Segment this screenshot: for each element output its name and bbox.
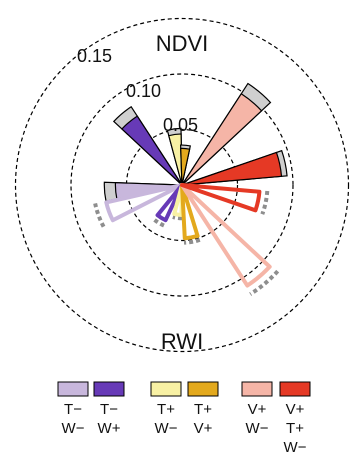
rwi-gray-arc-2 <box>152 217 165 228</box>
rwi-label: RWI <box>161 329 203 354</box>
legend-line2-3: W− <box>155 420 178 437</box>
rwi-gray-arc-4 <box>183 237 201 245</box>
legend-line1-4: T+ <box>194 401 212 418</box>
ndvi-sector-2 <box>121 115 183 186</box>
ring-label-010: 0.10 <box>126 81 161 101</box>
legend-line3-6: W− <box>284 439 307 456</box>
ndvi-sector-4 <box>180 147 191 186</box>
legend-swatch-4 <box>187 381 219 397</box>
legend-line2-6: T+ <box>286 420 304 437</box>
labels-layer: NDVI RWI 0.15 0.10 0.05 <box>77 31 208 354</box>
ndvi-label: NDVI <box>156 31 209 56</box>
legend-line1-3: T+ <box>157 401 175 418</box>
sectors-layer <box>93 82 288 296</box>
rings-layer <box>14 17 350 353</box>
rwi-sector-6 <box>180 183 262 213</box>
rwi-sector-4 <box>180 183 200 241</box>
legend-line2-1: W− <box>62 420 85 437</box>
ndvi-sector-6 <box>181 151 283 186</box>
legend-line2-5: W− <box>246 420 269 437</box>
ring-1 <box>125 128 239 242</box>
ndvi-sector-3 <box>168 133 183 186</box>
legend-line2-4: V+ <box>194 420 213 437</box>
legend-line1-6: V+ <box>286 401 305 418</box>
legend-line1-5: V+ <box>248 401 267 418</box>
ring-2 <box>70 73 294 297</box>
ring-3 <box>14 17 350 353</box>
rwi-gray-arc-5 <box>249 269 280 296</box>
rwi-gray-arc-1 <box>93 203 106 228</box>
legend-layer: T− W− T− W+ T+ W− T+ V+ V+ W− V+ T+ W− <box>57 381 311 456</box>
legend-swatch-5 <box>241 381 273 397</box>
legend-swatch-1 <box>57 381 89 397</box>
ndvi-sector-5 <box>181 92 263 186</box>
rwi-sector-1 <box>104 183 184 223</box>
legend-line1-2: T− <box>100 401 118 418</box>
legend-swatch-3 <box>150 381 182 397</box>
ring-label-015: 0.15 <box>77 46 112 66</box>
legend-swatch-6 <box>279 381 311 397</box>
rwi-gray-arc-6 <box>260 190 270 215</box>
rwi-sector-3 <box>172 183 184 217</box>
rwi-sector-5 <box>180 183 272 288</box>
rwi-sector-2 <box>155 183 184 223</box>
legend-line1-1: T− <box>64 401 82 418</box>
legend-line2-2: W+ <box>98 420 121 437</box>
ring-label-005: 0.05 <box>163 115 198 135</box>
rwi-gray-arc-3 <box>172 215 183 221</box>
legend-swatch-2 <box>93 381 125 397</box>
